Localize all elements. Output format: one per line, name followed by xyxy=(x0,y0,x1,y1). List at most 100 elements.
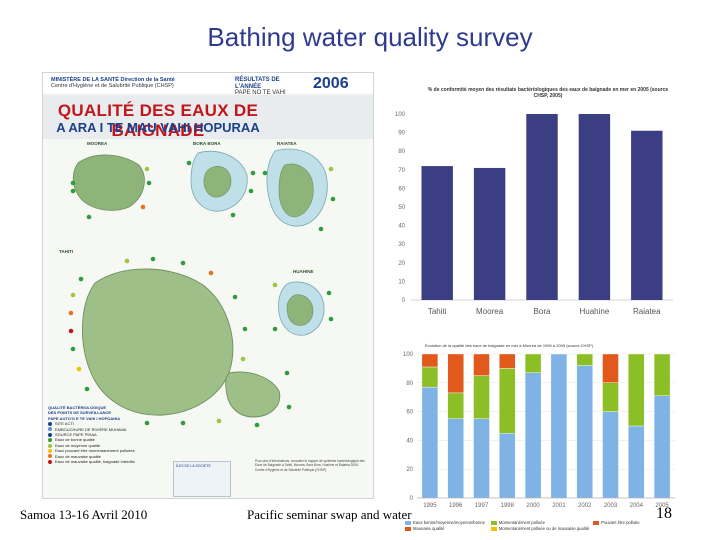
legend-dot-icon xyxy=(48,448,52,453)
stacked-bar-segment xyxy=(447,392,464,420)
islands-map xyxy=(68,148,336,428)
page-number: 18 xyxy=(656,505,672,522)
poster-ministry: MINISTÈRE DE LA SANTÉ Direction de la Sa… xyxy=(51,77,211,89)
x-tick-label: 2002 xyxy=(578,503,592,509)
legend-swatch-icon xyxy=(593,520,600,525)
y-tick-label: 0 xyxy=(402,298,406,304)
ministry-line1: MINISTÈRE DE LA SANTÉ Direction de la Sa… xyxy=(51,77,175,83)
bar xyxy=(631,130,663,300)
stacked-bar-segment xyxy=(421,386,439,499)
stacked-bar-segment xyxy=(499,432,516,499)
stacked-bar-segment xyxy=(499,353,516,369)
stacked-bar-segment xyxy=(447,418,464,499)
stacked-bar-segment xyxy=(653,353,671,396)
legend-entry: Eaux bonne/moyenne/moyenne/bonne xyxy=(405,520,487,525)
legend-item: Eaux de moyenne qualité xyxy=(48,443,168,448)
y-tick-label: 30 xyxy=(398,242,405,248)
legend-item-label: Eaux de bonne qualité xyxy=(55,437,95,443)
poster-legend: QUALITÉ BACTÉRIOLOGIQUE DES POINTS DE SU… xyxy=(48,405,168,464)
x-tick-label: 2003 xyxy=(604,503,618,509)
stacked-bar-segment xyxy=(447,353,464,394)
y-tick-label: 100 xyxy=(395,112,406,118)
y-tick-label: 40 xyxy=(398,224,405,230)
inset-label: ÎLES DE LA SOCIÉTÉ xyxy=(176,464,211,468)
x-tick-label: Raiatea xyxy=(633,307,661,316)
y-tick-label: 60 xyxy=(406,410,413,416)
legend-item: EMBOUCHURE DE RIVIÈRE MUHAVAI xyxy=(48,427,168,432)
legend-entry-label: Pouvant être polluée xyxy=(601,520,640,525)
x-tick-label: 2001 xyxy=(552,503,566,509)
x-tick-label: Moorea xyxy=(476,307,504,316)
legend-entry-label: Mauvaise qualité xyxy=(413,526,445,531)
label-moorea: MOOREA xyxy=(87,141,108,146)
y-tick-label: 80 xyxy=(398,149,405,155)
bathing-water-poster: MINISTÈRE DE LA SANTÉ Direction de la Sa… xyxy=(42,72,374,499)
label-huahine: HUAHINE xyxy=(293,269,314,274)
legend-item-label: Eaux pouvant être momentanément polluées xyxy=(55,448,135,454)
legend-item: Eaux de mauvaise qualité xyxy=(48,454,168,459)
legend-item-label: Eaux de moyenne qualité xyxy=(55,442,101,448)
poster-year: 2006 xyxy=(313,75,349,92)
society-islands-inset: ÎLES DE LA SOCIÉTÉ xyxy=(173,461,231,497)
legend-item: Eaux de bonne qualité xyxy=(48,437,168,442)
stacked-bar-segment xyxy=(628,425,645,499)
chart2-plot: 0 20 40 60 80 100 1995 1996 1997 1998 2000 2001 2002… xyxy=(403,352,675,509)
slide-title: Bathing water quality survey xyxy=(207,22,533,52)
legend-heading1: QUALITÉ BACTÉRIOLOGIQUE xyxy=(48,405,106,410)
poster-title-ta: A ARA I TE MAU VAHI HOPURAA xyxy=(56,120,260,135)
legend-item-label: Eaux de mauvaise qualité, baignade inter… xyxy=(55,459,135,465)
poster-note: Pour plus d'informations, consulter le r… xyxy=(255,459,365,472)
bar xyxy=(526,114,558,300)
legend-dot-icon xyxy=(48,421,52,426)
y-tick-label: 80 xyxy=(406,381,413,387)
chart1-title: % de conformité moyen des résultats bact… xyxy=(427,87,669,99)
stacked-bar-segment xyxy=(524,353,542,373)
legend-item: Eaux pouvant être momentanément polluées xyxy=(48,448,168,453)
stacked-bar-segment xyxy=(653,395,671,499)
chart2-legend: Eaux bonne/moyenne/moyenne/bonne Momentan… xyxy=(405,520,675,531)
label-raiatea: RAIATEA xyxy=(277,141,297,146)
x-tick-label: 1997 xyxy=(475,503,489,509)
stacked-bar-segment xyxy=(524,372,542,499)
stacked-bar-segment xyxy=(602,411,619,499)
stacked-bar-segment xyxy=(602,353,619,383)
label-bora-bora: BORA BORA xyxy=(193,141,221,146)
x-tick-label: Tahiti xyxy=(428,307,447,316)
y-tick-label: 0 xyxy=(410,496,414,502)
y-tick-label: 100 xyxy=(403,352,414,358)
results-line1: RÉSULTATS DE L'ANNÉE xyxy=(235,77,280,90)
footer-seminar: Pacific seminar swap and water xyxy=(247,507,412,522)
legend-dot-icon xyxy=(48,427,52,432)
legend-entry-label: Momentanément polluée ou de mauvaise qua… xyxy=(498,526,590,531)
poster-header xyxy=(43,73,373,93)
legend-item: SOURCE PAPE PIHAA xyxy=(48,432,168,437)
poster-banner xyxy=(43,95,373,139)
stacked-bar-segment xyxy=(628,353,645,427)
x-tick-label: 1995 xyxy=(423,503,437,509)
legend-item-label: EMBOUCHURE DE RIVIÈRE MUHAVAI xyxy=(55,426,127,432)
footer-event: Samoa 13-16 Avril 2010 xyxy=(20,507,148,522)
x-tick-label: Huahine xyxy=(579,307,609,316)
moorea-evolution-chart: Évolution de la qualité des eaux de baig… xyxy=(383,340,678,531)
tahiti-iti xyxy=(225,371,281,418)
y-tick-label: 90 xyxy=(398,131,405,137)
y-tick-label: 20 xyxy=(406,467,413,473)
legend-swatch-icon xyxy=(405,520,411,525)
legend-dot-icon xyxy=(48,438,52,443)
stacked-bar-segment xyxy=(421,366,439,388)
legend-heading3: PAPE AUTO'O E TE VAHI I HOPOAHIA xyxy=(48,415,121,421)
ministry-line2: Centre d'Hygiène et de Salubrité Publiqu… xyxy=(51,83,174,89)
legend-entry: Mauvaise qualité xyxy=(405,526,487,531)
stacked-bar-segment xyxy=(576,365,593,499)
bar xyxy=(578,114,611,300)
legend-entry: Momentanément polluée xyxy=(490,520,589,525)
y-tick-label: 60 xyxy=(398,186,405,192)
legend-swatch-icon xyxy=(490,526,497,531)
stacked-bar-segment xyxy=(473,418,490,499)
stacked-bar-segment xyxy=(473,353,490,376)
legend-item-label: SITE ACTI xyxy=(55,421,74,427)
stacked-bar-segment xyxy=(473,375,490,419)
legend-entry: Momentanément polluée ou de mauvaise qua… xyxy=(490,526,590,531)
legend-item: SITE ACTI xyxy=(48,421,168,426)
legend-item-label: Eaux de mauvaise qualité xyxy=(55,453,101,459)
